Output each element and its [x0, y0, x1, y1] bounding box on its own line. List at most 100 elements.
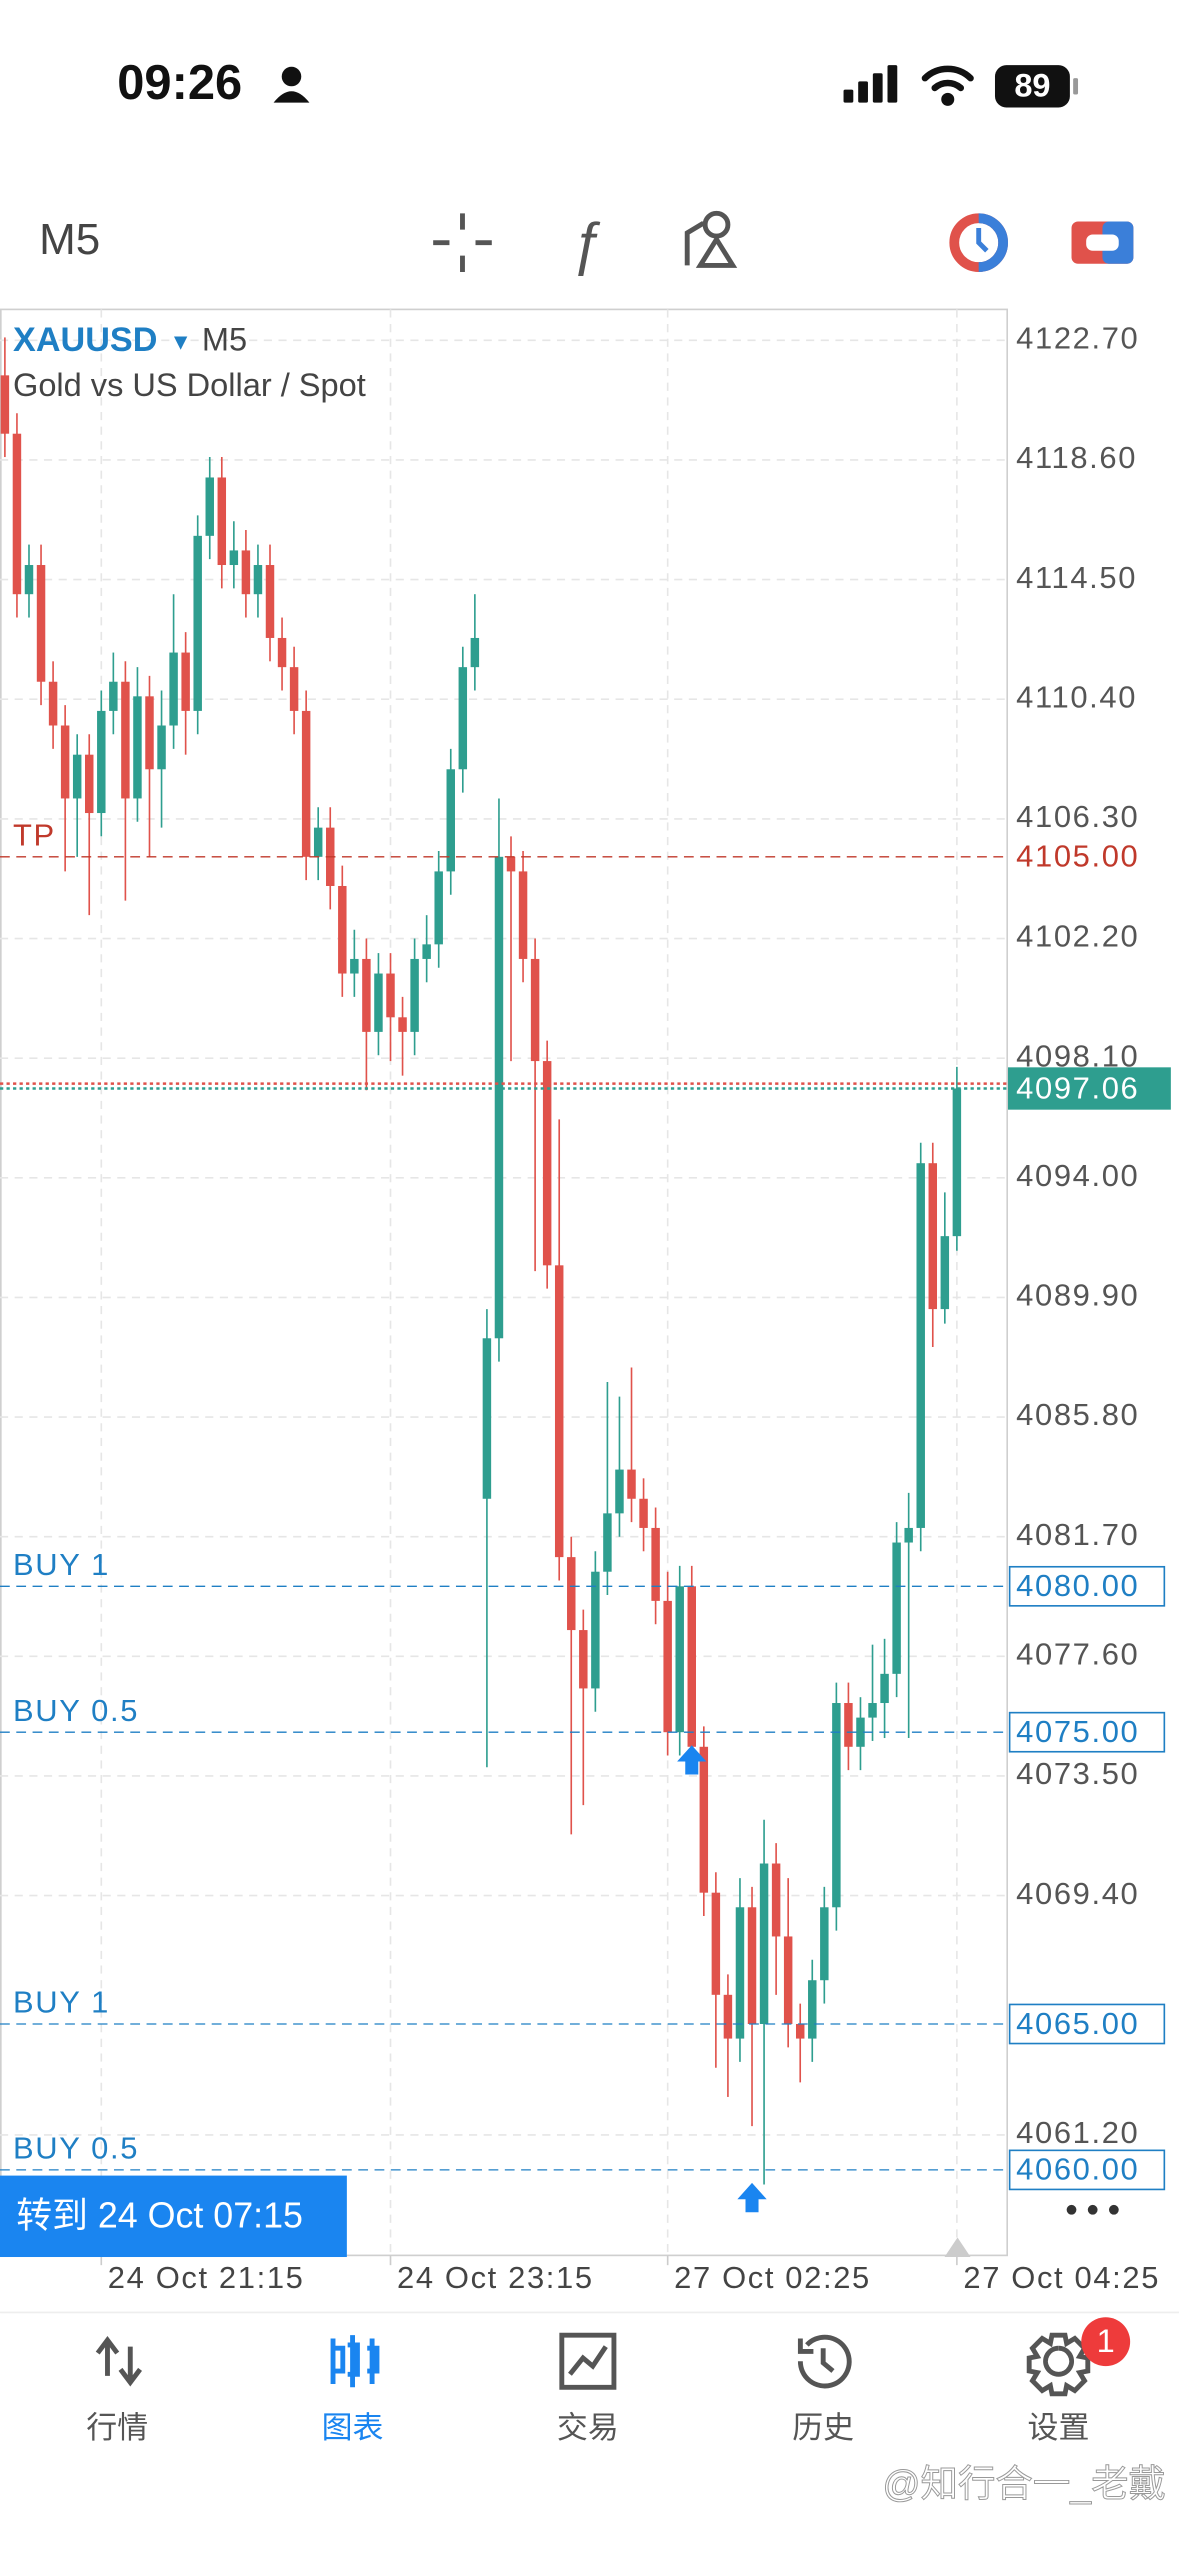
candle-body	[711, 1892, 721, 1995]
x-tick-label: 24 Oct 21:15	[108, 2260, 305, 2295]
candle-body	[759, 1863, 769, 2024]
candle-body	[121, 681, 130, 799]
order-label: BUY 1	[13, 1547, 110, 1582]
price-box	[1008, 2003, 1166, 2045]
tab-label[interactable]: 图表	[322, 2410, 384, 2445]
chart-subtitle: Gold vs US Dollar / Spot	[13, 367, 366, 403]
person-icon	[273, 66, 310, 103]
trade-arrow	[737, 2182, 767, 2213]
candle-body	[169, 652, 178, 726]
last-price: 4097.06	[1016, 1070, 1139, 1105]
order-price: 4075.00	[1016, 1714, 1139, 1749]
candle-body	[265, 565, 275, 638]
candle-body	[675, 1586, 684, 1733]
candle-body	[699, 1746, 709, 1893]
tab-label[interactable]: 历史	[792, 2410, 854, 2445]
timeframe-button[interactable]: M5	[39, 215, 100, 264]
candle-body	[723, 1994, 733, 2039]
tab-icon[interactable]	[330, 2335, 380, 2388]
tab-icon[interactable]	[559, 2332, 617, 2390]
candle-body	[651, 1527, 660, 1601]
one-click-button[interactable]	[1071, 221, 1134, 264]
more-button[interactable]	[1066, 2204, 1119, 2215]
battery-level: 89	[1014, 68, 1050, 104]
candle-body	[603, 1513, 612, 1572]
y-tick-label: 4094.00	[1016, 1158, 1139, 1193]
y-tick-label: 4081.70	[1016, 1517, 1139, 1552]
crosshair-button[interactable]	[433, 213, 492, 272]
candle-body	[530, 958, 540, 1062]
x-tick-label: 27 Oct 02:25	[674, 2260, 871, 2295]
goto-label[interactable]: 转到 24 Oct 07:15	[16, 2195, 303, 2235]
candle-body	[374, 973, 383, 1032]
symbol[interactable]: XAUUSD	[13, 321, 157, 359]
chart-timeframe: M5	[202, 322, 247, 358]
candle-body	[868, 1703, 877, 1718]
price-box	[1008, 2149, 1166, 2191]
price-box	[1008, 1565, 1166, 1607]
candle-body	[627, 1469, 636, 1499]
indicator-button[interactable]: ƒ	[570, 211, 603, 276]
y-tick-label: 4069.40	[1016, 1876, 1139, 1911]
candle-body	[808, 1980, 817, 2039]
badge-count: 1	[1097, 2323, 1115, 2359]
candle-body	[36, 565, 46, 682]
candle-body	[229, 550, 239, 566]
order-price: 4080.00	[1016, 1568, 1139, 1603]
y-tick-label: 4106.30	[1016, 799, 1139, 834]
candle-body	[482, 1338, 492, 1499]
candle-body	[398, 1017, 407, 1032]
candle-body	[615, 1469, 624, 1514]
wifi-icon	[921, 65, 974, 106]
trade-button[interactable]	[949, 213, 1009, 272]
goto-button[interactable]	[0, 2175, 347, 2258]
y-tick-label: 4073.50	[1016, 1756, 1139, 1791]
candle-body	[783, 1936, 793, 2024]
tab-icon[interactable]	[797, 2334, 852, 2389]
tab-label[interactable]: 交易	[557, 2410, 619, 2445]
candle-body	[554, 1265, 564, 1558]
candle-body	[940, 1236, 950, 1310]
candle-body	[157, 725, 166, 770]
candle-body	[72, 754, 82, 799]
y-tick-label: 4085.80	[1016, 1397, 1139, 1432]
order-price: 4105.00	[1016, 839, 1139, 874]
y-tick-label: 4118.60	[1016, 440, 1137, 475]
candle-body	[181, 652, 190, 711]
x-tick-label: 27 Oct 04:25	[963, 2260, 1160, 2295]
badge	[1081, 2317, 1131, 2367]
order-label: TP	[13, 817, 56, 852]
candle-body	[289, 667, 299, 711]
tab-bar: 行情 图表 交易 历史 设置 1	[86, 2317, 1131, 2445]
tab-icon[interactable]	[95, 2335, 143, 2387]
price-box	[1008, 1711, 1166, 1753]
chart-frame	[0, 308, 1009, 2257]
symbol-dropdown[interactable]: ▼	[169, 329, 192, 355]
candle-body	[253, 565, 263, 595]
x-tick-label: 24 Oct 23:15	[397, 2260, 594, 2295]
candle-body	[277, 637, 287, 668]
candle-body	[97, 710, 106, 814]
candle-body	[518, 871, 528, 959]
candle-body	[386, 973, 395, 1018]
order-price: 4065.00	[1016, 2006, 1139, 2041]
candle-body	[470, 637, 480, 668]
candle-body	[892, 1542, 901, 1674]
candle-body	[687, 1586, 697, 1747]
candle-body	[24, 565, 34, 595]
candle-body	[494, 856, 504, 1339]
candle-body	[916, 1163, 925, 1528]
tab-label[interactable]: 设置	[1028, 2410, 1090, 2445]
order-label: BUY 0.5	[13, 2131, 139, 2166]
y-tick-label: 4114.50	[1016, 560, 1137, 595]
objects-button[interactable]	[684, 210, 738, 268]
watermark: @知行合一_老戴	[883, 2463, 1166, 2505]
candle-body	[145, 696, 154, 770]
tab-label[interactable]: 行情	[86, 2410, 148, 2445]
candle-body	[422, 944, 431, 959]
tab-icon[interactable]	[1026, 2332, 1091, 2397]
order-label: BUY 1	[13, 1985, 110, 2020]
candle-body	[410, 958, 419, 1032]
candle-body	[856, 1717, 865, 1747]
candle-body	[747, 1907, 757, 2024]
